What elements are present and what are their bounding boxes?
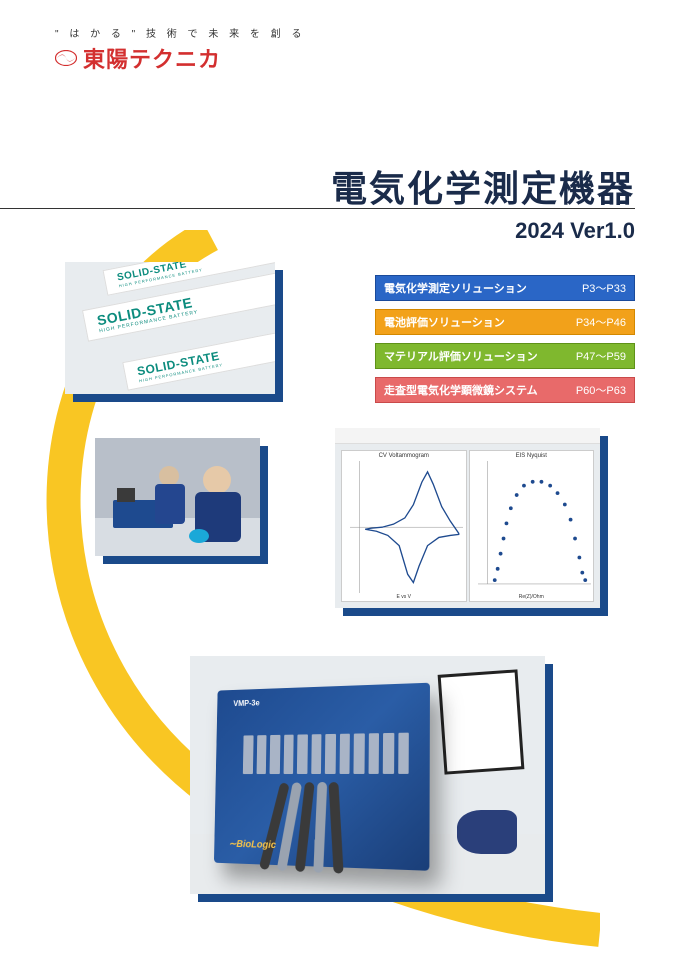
solution-badges: 電気化学測定ソリューション P3～P33 電池評価ソリューション P34～P46 マテリ… <box>375 275 635 411</box>
operator-hand <box>457 810 517 854</box>
eis-plot-title: EIS Nyquist <box>516 453 547 459</box>
badge-label: 電気化学測定ソリューション <box>384 280 527 296</box>
company-name: 東陽テクニカ <box>83 42 221 74</box>
badge-pages: P60～P63 <box>576 382 626 398</box>
solution-badge: 電池評価ソリューション P34～P46 <box>375 309 635 335</box>
solution-badge: マテリアル評価ソリューション P47～P59 <box>375 343 635 369</box>
version: 2024 Ver1.0 <box>515 218 635 244</box>
cv-xlabel: E vs V <box>397 594 411 600</box>
instrument-case: VMP-3e ∼BioLogic <box>214 683 430 871</box>
title-block: 電気化学測定機器 <box>331 160 635 212</box>
badge-label: マテリアル評価ソリューション <box>384 348 538 364</box>
badge-pages: P3～P33 <box>582 280 626 296</box>
badge-pages: P34～P46 <box>576 314 626 330</box>
instrument-brand: ∼BioLogic <box>229 839 276 851</box>
monitor <box>438 669 525 774</box>
main-title: 電気化学測定機器 <box>331 160 635 212</box>
plots-toolbar <box>335 428 600 444</box>
eis-plot: EIS Nyquist Re(Z)/Ohm <box>469 450 595 602</box>
eis-xlabel: Re(Z)/Ohm <box>519 594 544 600</box>
solution-badge: 走査型電気化学顕微鏡システム P60～P63 <box>375 377 635 403</box>
badge-label: 電池評価ソリューション <box>384 314 505 330</box>
cv-plot: CV Voltammogram E vs V <box>341 450 467 602</box>
image-solid-state: SOLID-STATE HIGH PERFORMANCE BATTERY SOL… <box>65 262 275 394</box>
badge-label: 走査型電気化学顕微鏡システム <box>384 382 538 398</box>
logo-icon <box>55 50 77 66</box>
logo: 東陽テクニカ <box>55 42 305 74</box>
solution-badge: 電気化学測定ソリューション P3～P33 <box>375 275 635 301</box>
header: " は か る " 技 術 で 未 来 を 創 る 東陽テクニカ <box>55 25 305 74</box>
instrument-model: VMP-3e <box>233 699 259 708</box>
title-rule <box>0 208 635 209</box>
image-instrument: VMP-3e ∼BioLogic <box>190 656 545 894</box>
tagline: " は か る " 技 術 で 未 来 を 創 る <box>55 25 305 40</box>
image-lab <box>95 438 260 556</box>
badge-pages: P47～P59 <box>576 348 626 364</box>
image-plots: CV Voltammogram E vs V EIS Nyquist Re(Z)… <box>335 428 600 608</box>
cv-plot-title: CV Voltammogram <box>379 453 429 459</box>
